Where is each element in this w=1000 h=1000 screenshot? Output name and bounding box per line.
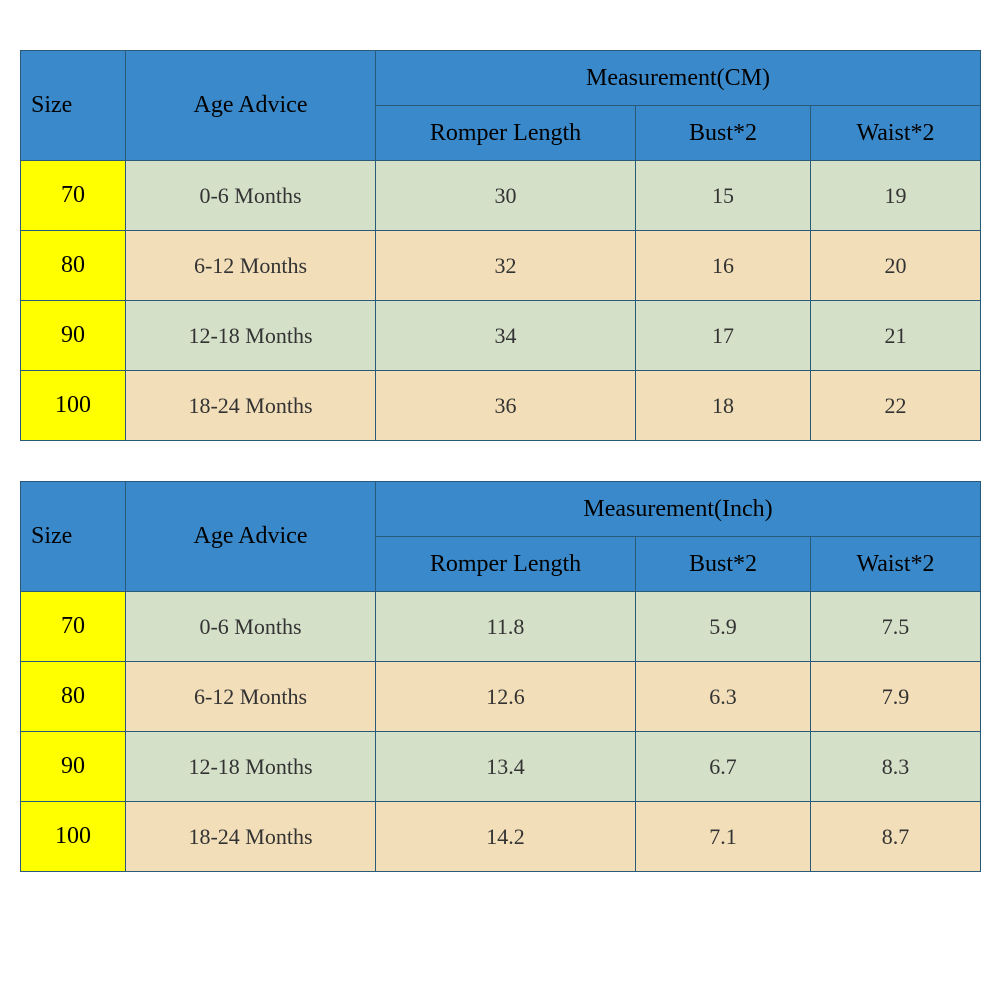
cell-waist: 20 xyxy=(811,231,981,301)
header-measurement-group: Measurement(CM) xyxy=(376,51,981,106)
cell-waist: 7.5 xyxy=(811,592,981,662)
cell-waist: 22 xyxy=(811,371,981,441)
cell-romper-length: 11.8 xyxy=(376,592,636,662)
table-header-row: Size Age Advice Measurement(CM) xyxy=(21,51,981,106)
cell-age: 0-6 Months xyxy=(126,161,376,231)
header-size: Size xyxy=(21,51,126,161)
table-row: 80 6-12 Months 32 16 20 xyxy=(21,231,981,301)
cell-size: 90 xyxy=(21,732,126,802)
size-table-cm: Size Age Advice Measurement(CM) Romper L… xyxy=(20,50,981,441)
cell-age: 6-12 Months xyxy=(126,662,376,732)
cell-age: 12-18 Months xyxy=(126,732,376,802)
cell-bust: 5.9 xyxy=(636,592,811,662)
table-row: 90 12-18 Months 13.4 6.7 8.3 xyxy=(21,732,981,802)
cell-romper-length: 34 xyxy=(376,301,636,371)
table-gap xyxy=(20,441,980,481)
cell-romper-length: 12.6 xyxy=(376,662,636,732)
cell-age: 18-24 Months xyxy=(126,371,376,441)
table-header-row: Size Age Advice Measurement(Inch) xyxy=(21,482,981,537)
header-age: Age Advice xyxy=(126,51,376,161)
cell-size: 80 xyxy=(21,231,126,301)
cell-waist: 7.9 xyxy=(811,662,981,732)
cell-age: 12-18 Months xyxy=(126,301,376,371)
table-row: 100 18-24 Months 14.2 7.1 8.7 xyxy=(21,802,981,872)
header-size: Size xyxy=(21,482,126,592)
table-row: 90 12-18 Months 34 17 21 xyxy=(21,301,981,371)
table-row: 70 0-6 Months 30 15 19 xyxy=(21,161,981,231)
cell-bust: 6.3 xyxy=(636,662,811,732)
table-row: 70 0-6 Months 11.8 5.9 7.5 xyxy=(21,592,981,662)
cell-romper-length: 36 xyxy=(376,371,636,441)
header-waist: Waist*2 xyxy=(811,106,981,161)
cell-size: 70 xyxy=(21,592,126,662)
cell-age: 18-24 Months xyxy=(126,802,376,872)
header-age: Age Advice xyxy=(126,482,376,592)
cell-waist: 19 xyxy=(811,161,981,231)
cell-size: 100 xyxy=(21,371,126,441)
header-bust: Bust*2 xyxy=(636,106,811,161)
cell-bust: 15 xyxy=(636,161,811,231)
cell-romper-length: 30 xyxy=(376,161,636,231)
cell-age: 6-12 Months xyxy=(126,231,376,301)
cell-bust: 16 xyxy=(636,231,811,301)
cell-bust: 18 xyxy=(636,371,811,441)
cell-romper-length: 13.4 xyxy=(376,732,636,802)
header-romper-length: Romper Length xyxy=(376,106,636,161)
cell-size: 90 xyxy=(21,301,126,371)
table-row: 100 18-24 Months 36 18 22 xyxy=(21,371,981,441)
header-romper-length: Romper Length xyxy=(376,537,636,592)
cell-romper-length: 14.2 xyxy=(376,802,636,872)
cell-size: 70 xyxy=(21,161,126,231)
cell-bust: 17 xyxy=(636,301,811,371)
header-measurement-group: Measurement(Inch) xyxy=(376,482,981,537)
cell-size: 100 xyxy=(21,802,126,872)
size-table-inch: Size Age Advice Measurement(Inch) Romper… xyxy=(20,481,981,872)
cell-bust: 7.1 xyxy=(636,802,811,872)
header-bust: Bust*2 xyxy=(636,537,811,592)
cell-waist: 8.7 xyxy=(811,802,981,872)
cell-bust: 6.7 xyxy=(636,732,811,802)
header-waist: Waist*2 xyxy=(811,537,981,592)
cell-romper-length: 32 xyxy=(376,231,636,301)
page-container: Size Age Advice Measurement(CM) Romper L… xyxy=(0,0,1000,892)
cell-age: 0-6 Months xyxy=(126,592,376,662)
cell-waist: 8.3 xyxy=(811,732,981,802)
cell-waist: 21 xyxy=(811,301,981,371)
cell-size: 80 xyxy=(21,662,126,732)
table-row: 80 6-12 Months 12.6 6.3 7.9 xyxy=(21,662,981,732)
